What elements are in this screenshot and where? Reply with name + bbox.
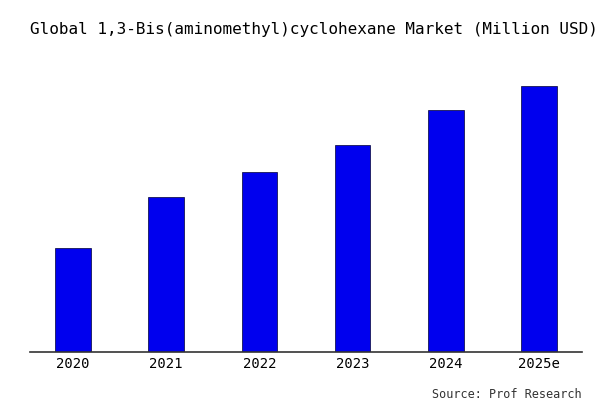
Bar [428,110,464,352]
Text: Global 1,3-Bis(aminomethyl)cyclohexane Market (Million USD): Global 1,3-Bis(aminomethyl)cyclohexane M… [30,22,598,37]
Bar [521,86,557,352]
Bar [148,196,184,352]
Bar [335,145,370,352]
Text: Source: Prof Research: Source: Prof Research [433,388,582,400]
Bar [242,172,277,352]
Bar [55,248,91,352]
